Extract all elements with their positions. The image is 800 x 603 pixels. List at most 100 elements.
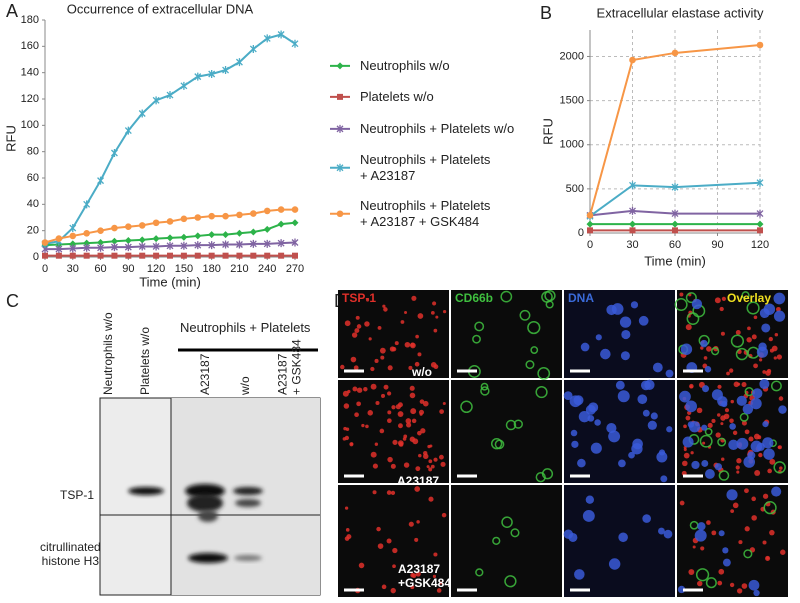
chart-title: Extracellular elastase activity (597, 5, 764, 20)
marker (41, 239, 49, 246)
cell (773, 356, 777, 360)
marker (42, 252, 48, 259)
cell (758, 452, 763, 458)
cell (608, 558, 621, 570)
y-tick-label: 0 (578, 227, 584, 239)
cell (435, 315, 439, 319)
cell (773, 310, 786, 322)
cell (530, 346, 539, 354)
cell (762, 540, 767, 545)
marker (629, 56, 636, 64)
cell (608, 430, 621, 443)
cell (537, 367, 551, 380)
chart-title: Occurrence of extracellular DNA (67, 1, 254, 16)
cell (368, 337, 372, 341)
marker (277, 206, 285, 213)
marker (97, 239, 105, 247)
cell (748, 579, 760, 591)
cell (438, 454, 444, 460)
cell (724, 408, 730, 413)
marker (671, 209, 679, 218)
cell (744, 488, 749, 494)
cell (736, 470, 740, 474)
marker (125, 252, 132, 259)
cell (342, 390, 349, 397)
cell (363, 387, 368, 392)
legend-marker (337, 94, 343, 100)
cell (674, 298, 688, 312)
marker (152, 242, 160, 251)
cell (746, 337, 752, 343)
marker (756, 220, 764, 228)
cell (376, 526, 381, 532)
panel-letter: B (540, 3, 552, 23)
channel-label: Overlay (727, 291, 772, 305)
marker (180, 233, 188, 241)
cell (732, 430, 738, 436)
cell (679, 390, 691, 403)
cell (728, 439, 739, 451)
cell (753, 315, 758, 320)
cell (752, 388, 763, 399)
cell (720, 331, 725, 336)
cell (736, 437, 749, 450)
cell (691, 460, 700, 470)
cell (415, 334, 419, 339)
marker (250, 252, 257, 259)
marker (291, 39, 299, 48)
cell (687, 421, 695, 428)
cell (695, 568, 710, 582)
cell (619, 316, 632, 328)
cell (762, 420, 769, 428)
cell (682, 460, 688, 467)
cell (389, 346, 396, 352)
cell (354, 328, 360, 334)
cell (501, 516, 513, 528)
cell (779, 466, 783, 470)
cell (751, 334, 757, 340)
cell (381, 584, 387, 590)
cell (741, 420, 747, 426)
marker (587, 227, 593, 234)
marker (757, 227, 763, 234)
legend-marker (336, 125, 344, 133)
cell (688, 569, 695, 575)
cell (726, 489, 738, 501)
cell (370, 366, 375, 372)
legend-item: Neutrophils w/o (330, 58, 450, 74)
cell (418, 453, 422, 458)
cell (379, 428, 385, 434)
cell (644, 379, 655, 391)
cell (352, 386, 358, 392)
cell (658, 527, 665, 535)
condition-label: w/o (412, 365, 432, 379)
marker (222, 212, 229, 220)
marker (263, 225, 271, 233)
cell (428, 459, 433, 464)
marker (138, 109, 146, 118)
marker (110, 148, 118, 157)
y-tick-label: 120 (21, 93, 39, 105)
cell (374, 442, 379, 446)
cell (397, 402, 403, 408)
marker (671, 49, 679, 57)
cell (505, 419, 517, 431)
marker (264, 252, 271, 259)
x-axis-label: Time (min) (139, 274, 201, 289)
cell (714, 297, 721, 304)
cell (753, 433, 760, 440)
cell (620, 351, 630, 361)
cell (763, 303, 776, 315)
cell (689, 385, 693, 389)
marker (69, 240, 77, 248)
channel-label: TSP-1 (342, 291, 377, 305)
cell (730, 399, 734, 404)
cell (406, 422, 412, 428)
cell (370, 451, 377, 458)
row-label: TSP-1 (60, 488, 95, 502)
cell (702, 441, 706, 445)
cell (345, 427, 350, 431)
cell (441, 512, 447, 518)
marker (208, 212, 215, 220)
cell (400, 320, 405, 324)
